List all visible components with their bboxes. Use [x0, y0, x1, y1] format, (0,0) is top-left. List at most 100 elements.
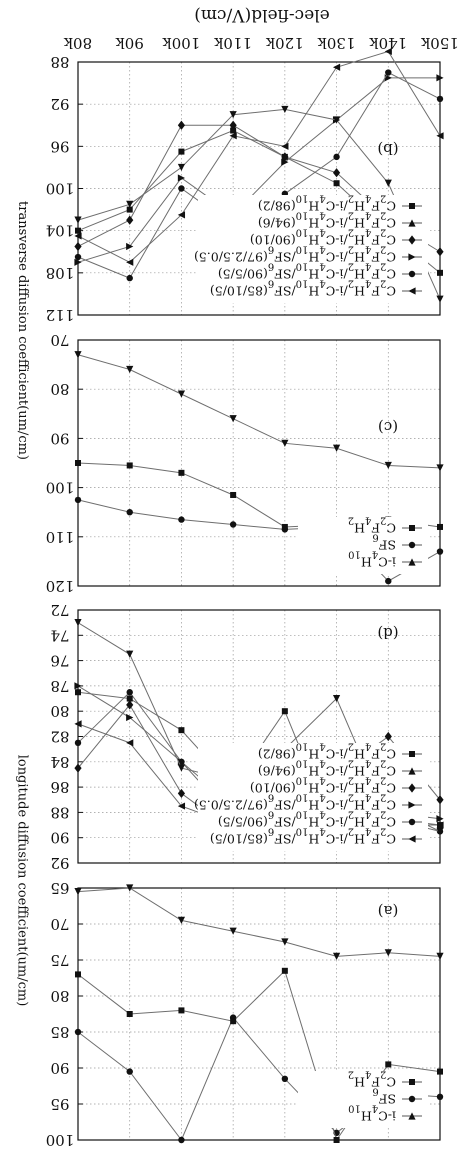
panel-d: 7274767880828486889092(d)C2F4H2/i-C4H10/… [50, 601, 444, 872]
legend-text-part: /i-C [326, 815, 348, 830]
legend-text-part: 4 [372, 549, 378, 560]
legend-text-part: 4 [365, 515, 371, 526]
data-point [281, 1075, 289, 1083]
legend-text-part: F [371, 521, 380, 536]
x-tick-label: 80k [63, 34, 92, 52]
legend-text-part: 0 [211, 250, 219, 265]
legend-text-part: 4 [365, 758, 371, 769]
data-point [437, 523, 443, 530]
legend-text-part: F [371, 798, 380, 813]
legend-text-part: H [308, 781, 319, 796]
legend-text-part: 4 [365, 193, 371, 204]
legend-text-part: 10 [296, 741, 309, 752]
legend-text-part: . [231, 250, 235, 265]
legend-text-part: ( [263, 832, 268, 847]
data-point [436, 74, 444, 82]
y-tick-label: 82 [50, 728, 69, 746]
legend-text-part: 4 [319, 193, 325, 204]
data-point [436, 548, 444, 555]
legend-text-part: 5 [235, 815, 243, 830]
legend-text-part: 2 [348, 193, 354, 204]
data-point [436, 1093, 444, 1101]
legend-text-part: / [230, 267, 235, 282]
legend-text-part: 90 [247, 267, 263, 282]
legend-text-part: /i-C [326, 781, 348, 796]
y-tick-label: 88 [50, 803, 69, 821]
legend-text-part: H [354, 747, 365, 762]
legend-text-part: 5 [215, 284, 223, 299]
legend: C2F4H2/i-C4H10/SF6(85/10/5)C2F4H2/i-C4H1… [194, 193, 428, 303]
legend-text-part: / [242, 284, 247, 299]
legend-text-part: / [270, 216, 275, 231]
legend-text-part: H [361, 1109, 372, 1124]
legend-text-part: H [308, 798, 319, 813]
y-tick-label: 104 [46, 222, 75, 240]
legend-text-part: H [354, 781, 365, 796]
legend-entry: i-C4H10 [348, 549, 396, 570]
legend-text-part: 2 [263, 199, 271, 214]
data-point [177, 120, 186, 130]
data-point [281, 158, 289, 166]
legend-text-part: 4 [365, 775, 371, 786]
data-point [178, 469, 185, 476]
legend-marker [408, 835, 416, 843]
legend-text-part: / [242, 815, 247, 830]
legend-text-part: H [308, 216, 319, 231]
legend-text-part: 90 [275, 233, 291, 248]
legend-text-part: 10 [296, 758, 309, 769]
legend-text-part: C [386, 284, 396, 299]
legend-text-part: 6 [268, 826, 274, 837]
legend-text-part: H [354, 521, 365, 536]
data-point [126, 713, 134, 722]
y-tick-label: 100 [46, 479, 75, 497]
data-point [74, 232, 82, 240]
legend-text-part: 4 [365, 261, 371, 272]
legend-text-part: ) [250, 233, 255, 248]
legend-text-part: /SF [274, 815, 296, 830]
data-point [178, 1007, 185, 1014]
data-point [74, 1028, 82, 1036]
legend-text-part: 2 [380, 278, 386, 289]
legend-text-part: 2 [348, 826, 354, 837]
legend-text-part: / [242, 798, 247, 813]
legend-text-part: 2 [380, 1069, 386, 1080]
y-axis-title-longitude: longitude diffusion coefficient(um/cm) [14, 754, 30, 1006]
legend-text-part: / [230, 815, 235, 830]
legend-marker [409, 1079, 415, 1085]
legend-text-part: F [371, 764, 380, 779]
legend-text-part: ( [263, 815, 268, 830]
y-tick-label: 86 [50, 778, 69, 796]
legend-text-part: / [270, 747, 275, 762]
data-point [178, 185, 185, 192]
legend-entry: C2F4H2/i-C4H10(90/10) [250, 775, 396, 796]
data-point [177, 788, 186, 799]
legend-text-part: 4 [319, 210, 325, 221]
legend-text-part: 2 [348, 261, 354, 272]
legend-text-part: 6 [268, 792, 274, 803]
data-point [281, 142, 289, 150]
legend-text-part: H [354, 815, 365, 830]
data-point [126, 462, 133, 469]
series-line [77, 108, 441, 300]
legend-text-part: /i-C [326, 250, 348, 265]
legend-text-part: 85 [247, 284, 263, 299]
legend-text-part: 6 [268, 261, 274, 272]
legend-text-part: /SF [274, 250, 296, 265]
legend-text-part: 2 [348, 758, 354, 769]
legend-text-part: 4 [319, 741, 325, 752]
data-point [384, 47, 392, 56]
legend-text-part: 94 [275, 764, 291, 779]
data-point [74, 739, 82, 747]
panel-label: (c) [378, 418, 398, 436]
legend-text-part: 5 [223, 250, 231, 265]
legend-text-part: 2 [380, 741, 386, 752]
legend-text-part: 2 [348, 809, 354, 820]
legend-text-part: H [308, 233, 319, 248]
legend-marker [408, 270, 416, 278]
y-tick-label: 80 [50, 987, 69, 1005]
legend-text-part: /SF [274, 267, 296, 282]
legend-text-part: 4 [372, 1103, 378, 1114]
legend-entry: C2F4H2/i-C4H10(94/6) [258, 758, 396, 779]
legend-text-part: 10 [255, 233, 271, 248]
